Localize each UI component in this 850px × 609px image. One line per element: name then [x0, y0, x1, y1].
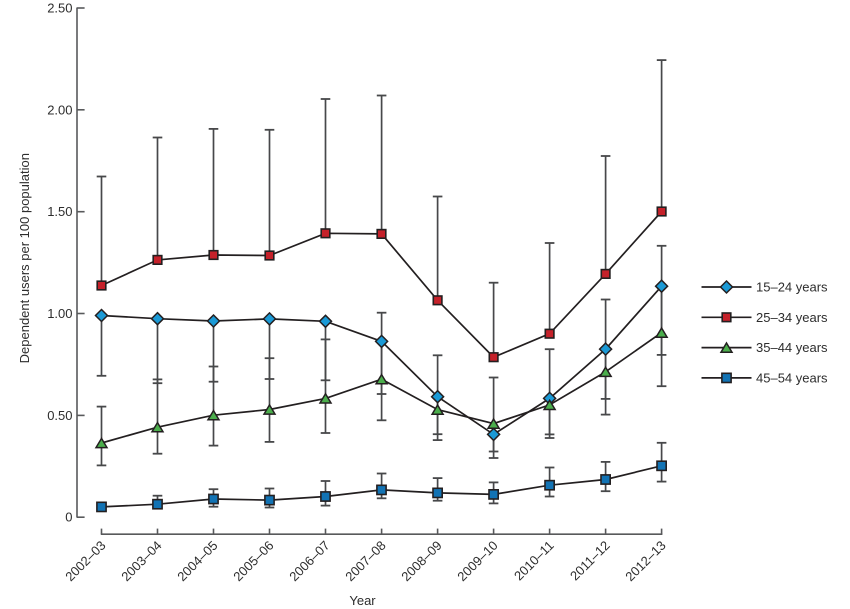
svg-text:0.50: 0.50: [47, 408, 72, 423]
svg-text:15–24 years: 15–24 years: [756, 280, 828, 295]
svg-text:25–34 years: 25–34 years: [756, 310, 828, 325]
svg-text:1.00: 1.00: [47, 306, 72, 321]
svg-text:1.50: 1.50: [47, 204, 72, 219]
svg-text:Year: Year: [349, 593, 376, 608]
svg-text:45–54 years: 45–54 years: [756, 370, 828, 385]
svg-text:2.00: 2.00: [47, 102, 72, 117]
svg-text:2.50: 2.50: [47, 1, 72, 16]
svg-text:Dependent users per 100 popula: Dependent users per 100 population: [17, 153, 32, 363]
svg-text:35–44 years: 35–44 years: [756, 340, 828, 355]
svg-text:0: 0: [65, 510, 72, 525]
